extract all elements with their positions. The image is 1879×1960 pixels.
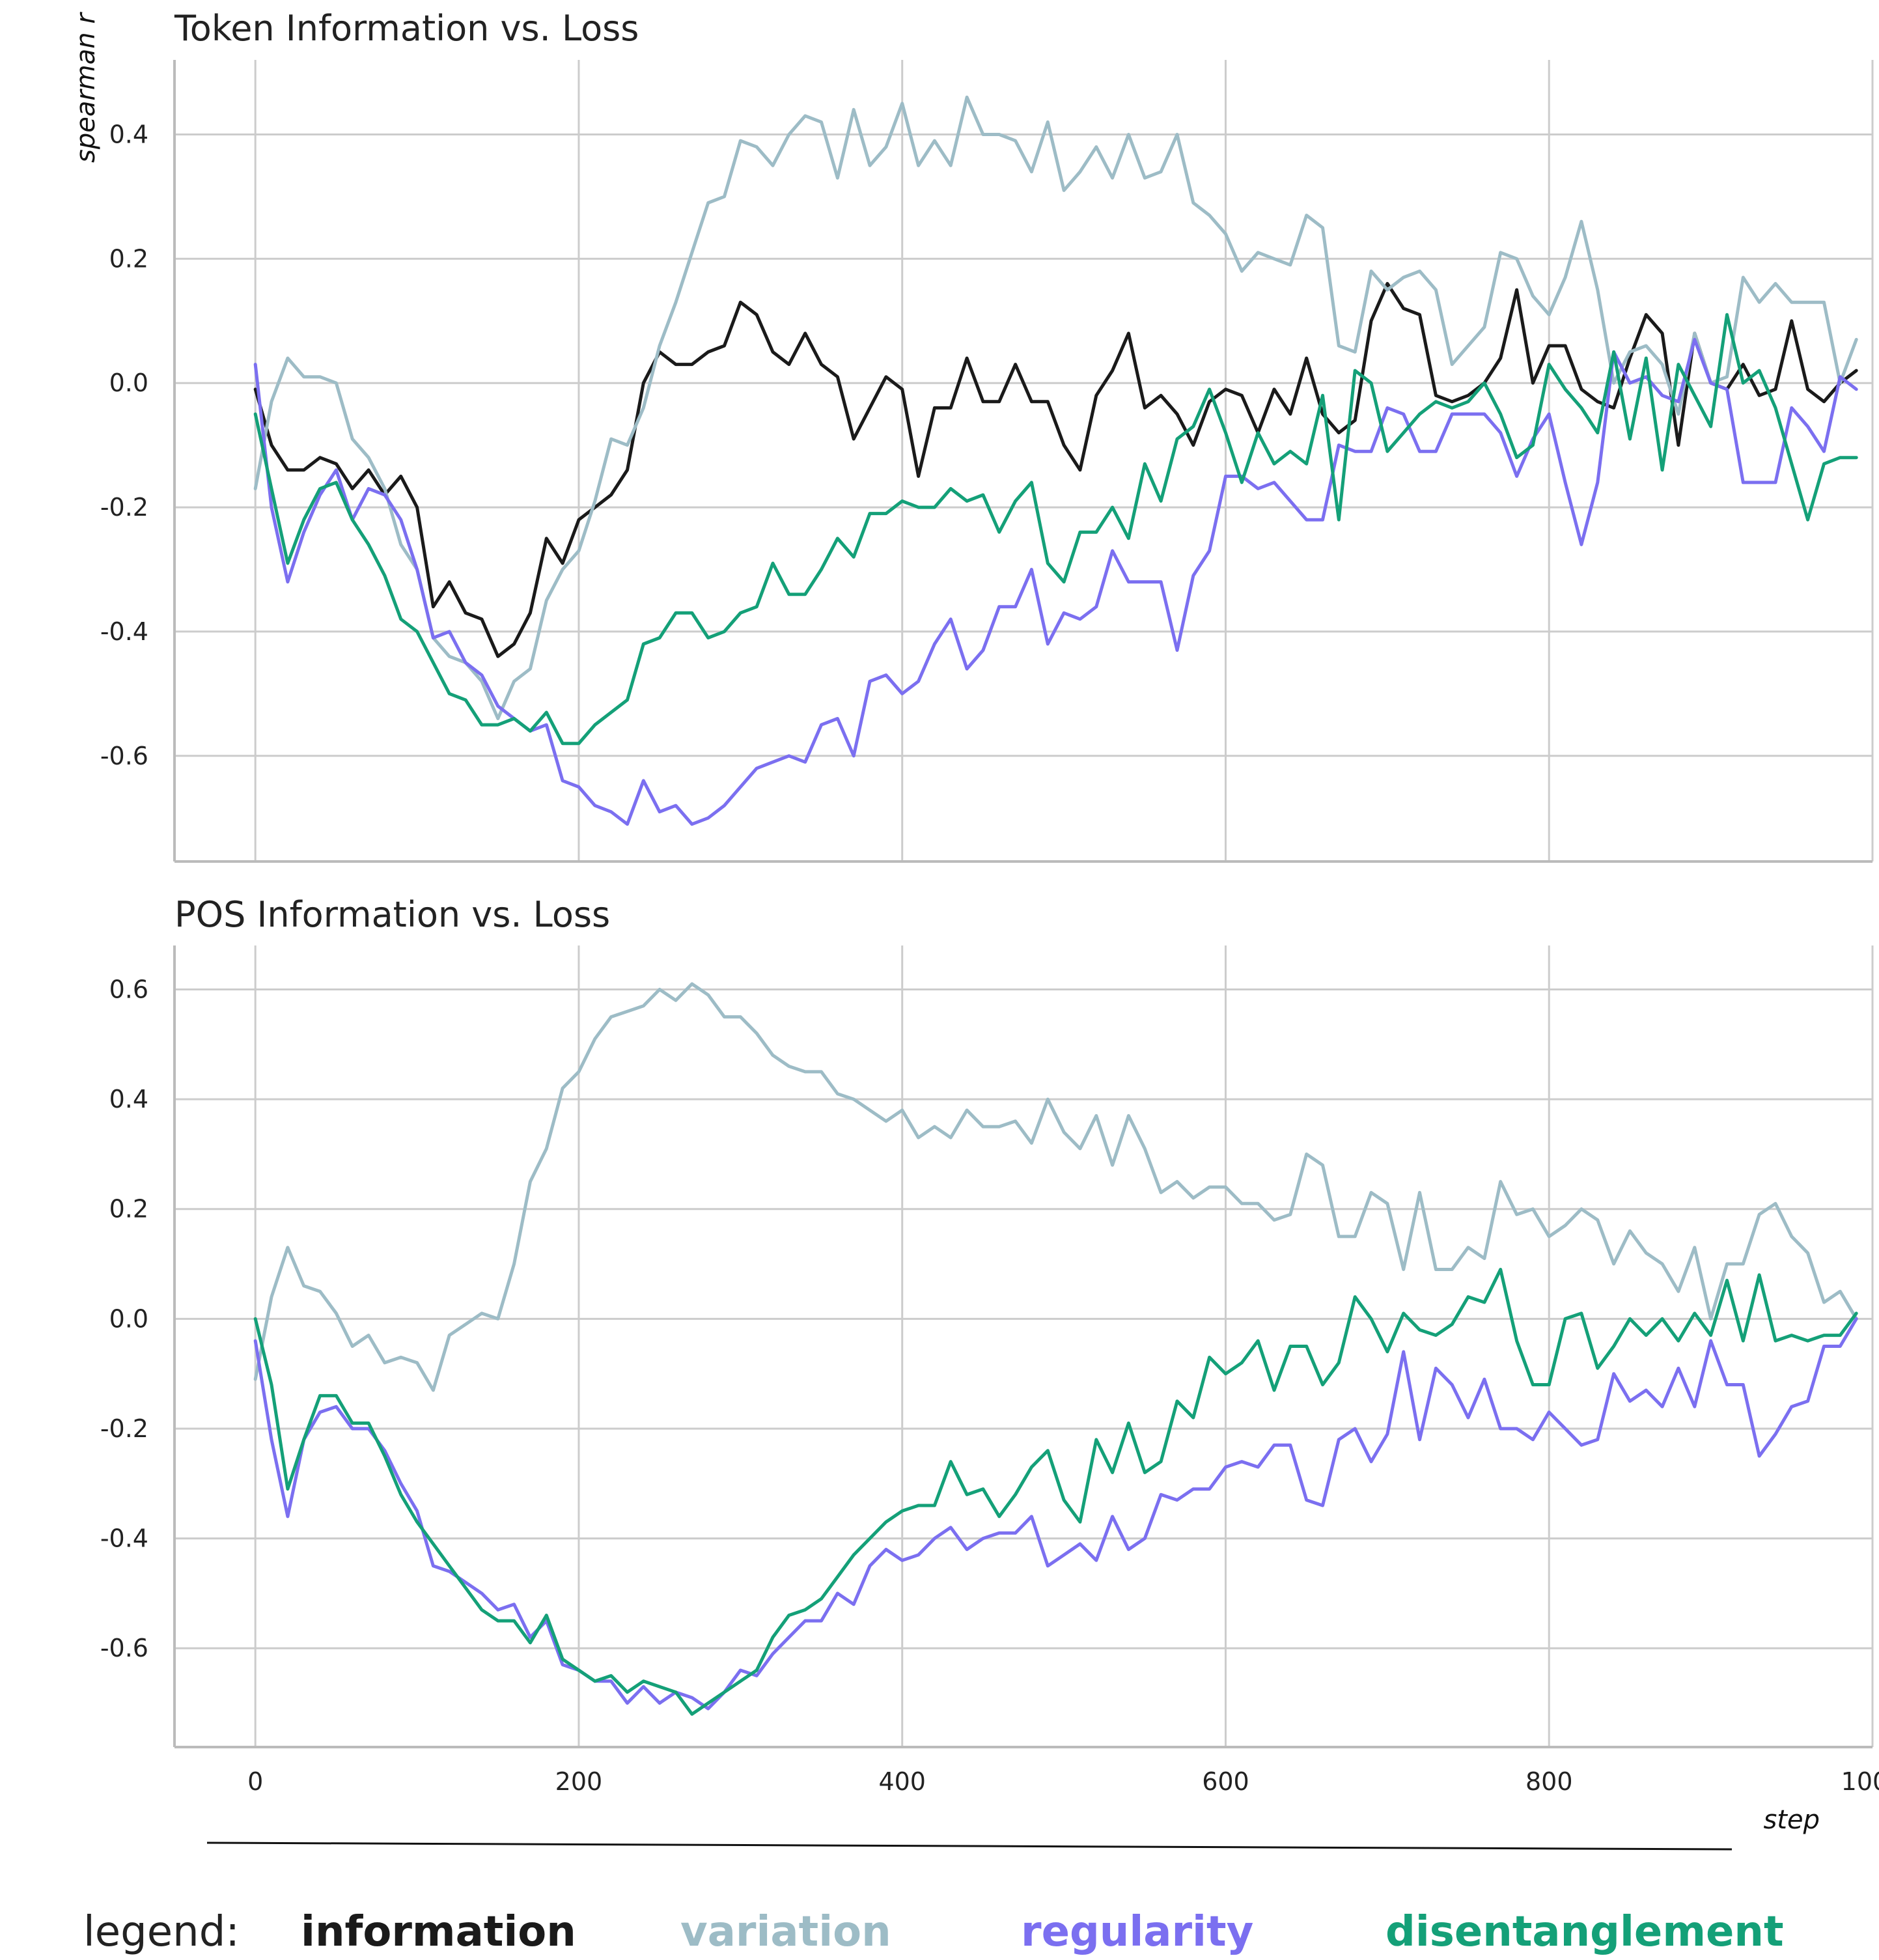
y-tick-label: -0.4 — [100, 617, 148, 646]
x-tick-label: 800 — [1525, 1767, 1573, 1796]
y-tick-label: -0.4 — [100, 1524, 148, 1553]
y-tick-label: 0.0 — [109, 1304, 148, 1333]
series-line-disentanglement — [253, 313, 1858, 746]
y-tick-labels: 0.4 0.2 0.0 -0.2 -0.4 -0.6 — [100, 120, 148, 770]
axes — [173, 945, 1872, 1748]
legend-item-disentanglement: disentanglement — [1385, 1908, 1784, 1956]
x-tick-labels: 0 200 400 600 800 1000 — [247, 1767, 1879, 1796]
token-information-panel: Token Information vs. Loss 0.4 0.2 0.0 -0.2… — [71, 8, 1874, 863]
x-tick-label: 600 — [1202, 1767, 1249, 1796]
series-line-information — [253, 282, 1858, 658]
y-tick-label: -0.6 — [100, 742, 148, 770]
y-tick-label: 0.2 — [109, 1195, 148, 1224]
divider-line — [206, 1841, 1733, 1851]
y-axis-label: spearman r — [71, 12, 101, 163]
x-tick-label: 1000 — [1841, 1767, 1879, 1796]
legend-item-regularity: regularity — [1021, 1908, 1253, 1956]
series-line-regularity — [253, 337, 1858, 826]
grid — [174, 945, 1874, 1747]
y-tick-label: 0.4 — [109, 120, 148, 149]
series-lines — [253, 95, 1858, 826]
chart-title: Token Information vs. Loss — [174, 8, 639, 49]
series-line-variation — [253, 982, 1858, 1392]
x-tick-label: 0 — [247, 1767, 263, 1796]
legend-item-variation: variation — [680, 1908, 891, 1956]
y-tick-label: -0.2 — [100, 493, 148, 522]
series-lines — [253, 982, 1858, 1716]
y-tick-label: 0.4 — [109, 1085, 148, 1113]
legend-label: legend: — [83, 1908, 240, 1956]
legend: legend: information variation regularity… — [83, 1908, 1784, 1956]
x-tick-label: 200 — [555, 1767, 603, 1796]
y-tick-label: 0.0 — [109, 369, 148, 397]
x-tick-label: 400 — [878, 1767, 926, 1796]
series-line-regularity — [253, 1317, 1858, 1711]
y-tick-label: -0.2 — [100, 1414, 148, 1443]
legend-item-information: information — [301, 1908, 576, 1956]
pos-information-panel: POS Information vs. Loss 0.6 0.4 0.2 0.0 -0.… — [100, 894, 1879, 1796]
y-tick-label: 0.2 — [109, 244, 148, 273]
series-line-variation — [253, 95, 1858, 720]
x-axis-label: step — [1763, 1805, 1820, 1835]
y-tick-label: 0.6 — [109, 975, 148, 1003]
chart-title: POS Information vs. Loss — [174, 894, 610, 935]
grid — [174, 60, 1874, 861]
axes — [173, 60, 1872, 863]
series-line-disentanglement — [253, 1268, 1858, 1716]
y-tick-label: -0.6 — [100, 1634, 148, 1662]
y-tick-labels: 0.6 0.4 0.2 0.0 -0.2 -0.4 -0.6 — [100, 975, 148, 1662]
